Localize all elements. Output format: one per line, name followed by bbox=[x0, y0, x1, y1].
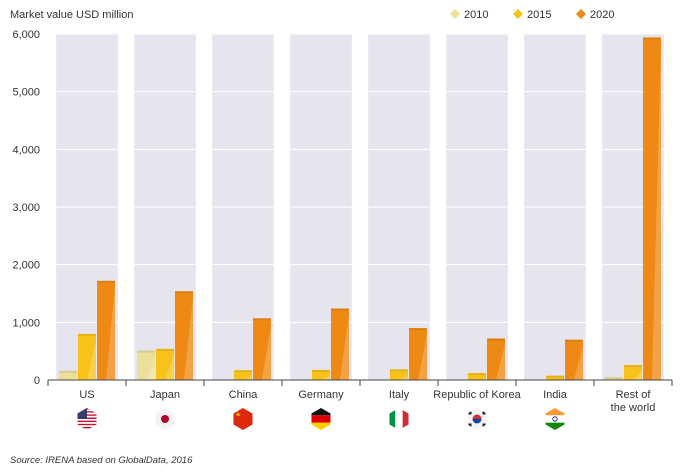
bar-top-2010-7 bbox=[605, 377, 623, 380]
bar-top-2015-1 bbox=[156, 348, 174, 351]
bar-highlight-2015-3 bbox=[321, 375, 330, 380]
bar-highlight-2015-7 bbox=[633, 371, 642, 380]
bar-2015-4 bbox=[390, 369, 408, 380]
bar-highlight-2020-5 bbox=[496, 344, 505, 380]
flags bbox=[77, 408, 565, 430]
category-label: Germany bbox=[298, 389, 344, 401]
bar-top-2010-1 bbox=[137, 350, 155, 353]
bar-2020-4 bbox=[409, 328, 427, 380]
bar-2015-2 bbox=[234, 370, 252, 380]
bar-top-2020-6 bbox=[565, 339, 583, 342]
source-note: Source: IRENA based on GlobalData, 2016 bbox=[10, 455, 193, 466]
bar-2015-5 bbox=[468, 373, 486, 380]
category-label: Italy bbox=[389, 389, 410, 401]
bar-2015-1 bbox=[156, 348, 174, 380]
legend: 2010 2015 2020 bbox=[450, 9, 614, 21]
bar-highlight-2020-6 bbox=[574, 345, 583, 380]
category-label: India bbox=[543, 389, 568, 401]
korea-flag-icon bbox=[467, 408, 487, 430]
category-labels: US Japan China Germany Italy Republic of Kore… bbox=[79, 389, 655, 414]
category-label: Republic of Korea bbox=[433, 389, 521, 401]
category-label: Rest of bbox=[616, 389, 652, 401]
y-tick-label: 2,000 bbox=[12, 260, 40, 272]
bar-top-2015-0 bbox=[78, 333, 96, 336]
italy-flag-icon bbox=[389, 408, 409, 430]
bar-top-2010-0 bbox=[59, 370, 77, 373]
legend-marker-2020 bbox=[576, 9, 586, 19]
bar-highlight-2015-2 bbox=[243, 376, 252, 380]
bar-highlight-2015-4 bbox=[399, 375, 408, 380]
us-flag-icon bbox=[77, 408, 97, 430]
bar-highlight-2020-4 bbox=[418, 334, 427, 380]
bar-highlight-2010-0 bbox=[68, 376, 77, 380]
china-flag-icon bbox=[233, 408, 253, 430]
y-axis-label: Market value USD million bbox=[10, 9, 133, 21]
bar-2020-1 bbox=[175, 291, 193, 380]
y-tick-label: 6,000 bbox=[12, 29, 40, 41]
bar-2015-6 bbox=[546, 375, 564, 380]
bars bbox=[59, 37, 661, 381]
bar-top-2015-3 bbox=[312, 369, 330, 372]
bar-2010-1 bbox=[137, 350, 155, 380]
bar-2020-5 bbox=[487, 338, 505, 380]
category-label: Japan bbox=[150, 389, 180, 401]
india-flag-icon bbox=[545, 408, 565, 430]
bar-top-2015-7 bbox=[624, 365, 642, 368]
bar-top-2020-1 bbox=[175, 291, 193, 294]
bar-top-2020-7 bbox=[643, 37, 661, 40]
legend-label-2010: 2010 bbox=[464, 9, 488, 21]
bar-2010-0 bbox=[59, 370, 77, 380]
bar-top-2020-3 bbox=[331, 308, 349, 311]
bar-top-2020-0 bbox=[97, 280, 115, 283]
y-tick-label: 0 bbox=[34, 375, 40, 387]
x-axis bbox=[47, 379, 673, 386]
bar-2015-0 bbox=[78, 333, 96, 380]
y-tick-label: 1,000 bbox=[12, 317, 40, 329]
bar-highlight-2020-7 bbox=[652, 43, 661, 381]
bar-highlight-2020-3 bbox=[340, 314, 349, 380]
legend-marker-2015 bbox=[513, 9, 523, 19]
japan-flag-icon bbox=[155, 408, 175, 430]
bar-top-2020-5 bbox=[487, 338, 505, 341]
bar-top-2020-4 bbox=[409, 328, 427, 331]
bar-top-2015-6 bbox=[546, 375, 564, 378]
y-tick-label: 4,000 bbox=[12, 144, 40, 156]
bar-top-2015-4 bbox=[390, 369, 408, 372]
category-label: the world bbox=[611, 402, 656, 414]
bar-top-2015-2 bbox=[234, 370, 252, 373]
bar-2020-2 bbox=[253, 318, 271, 380]
bar-2015-7 bbox=[624, 365, 642, 380]
bar-top-2015-5 bbox=[468, 373, 486, 376]
bar-highlight-2010-1 bbox=[146, 356, 155, 380]
bar-highlight-2020-1 bbox=[184, 297, 193, 380]
bar-2020-3 bbox=[331, 308, 349, 380]
legend-label-2015: 2015 bbox=[527, 9, 551, 21]
legend-label-2020: 2020 bbox=[590, 9, 614, 21]
y-tick-label: 5,000 bbox=[12, 87, 40, 99]
y-axis-ticks: 0 1,000 2,000 3,000 4,000 5,000 6,000 bbox=[12, 29, 40, 387]
bar-2015-3 bbox=[312, 369, 330, 380]
category-label: US bbox=[79, 389, 94, 401]
bar-2020-0 bbox=[97, 280, 115, 380]
y-tick-label: 3,000 bbox=[12, 202, 40, 214]
legend-marker-2010 bbox=[450, 9, 460, 19]
bar-highlight-2015-0 bbox=[87, 339, 96, 380]
bar-highlight-2015-1 bbox=[165, 354, 174, 380]
bar-2020-6 bbox=[565, 339, 583, 380]
bar-highlight-2020-2 bbox=[262, 324, 271, 380]
bar-2010-7 bbox=[605, 377, 623, 380]
grid-lines bbox=[48, 33, 672, 323]
germany-flag-icon bbox=[311, 408, 331, 430]
bar-2020-7 bbox=[643, 37, 661, 381]
category-label: China bbox=[229, 389, 259, 401]
bar-top-2020-2 bbox=[253, 318, 271, 321]
bar-highlight-2020-0 bbox=[106, 286, 115, 380]
